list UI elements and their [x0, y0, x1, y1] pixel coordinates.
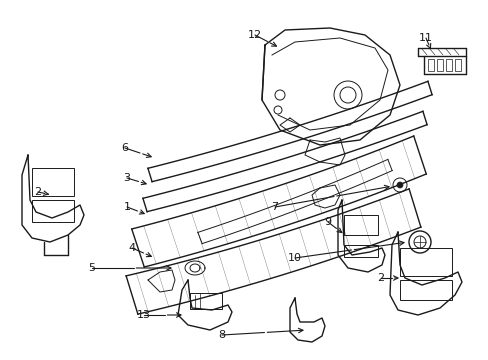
- Text: 9: 9: [324, 217, 331, 227]
- Text: 13: 13: [137, 310, 151, 320]
- Text: 7: 7: [271, 202, 278, 212]
- Bar: [343, 215, 377, 235]
- Bar: [445, 59, 451, 71]
- Text: 4: 4: [128, 243, 135, 253]
- Text: 6: 6: [121, 143, 128, 153]
- Bar: [32, 168, 74, 196]
- Text: 1: 1: [123, 202, 130, 212]
- Text: 3: 3: [123, 173, 130, 183]
- Text: 5: 5: [88, 263, 95, 273]
- Bar: [454, 59, 460, 71]
- Bar: [32, 200, 74, 222]
- Text: 2: 2: [34, 187, 41, 197]
- Circle shape: [396, 182, 402, 188]
- Text: 2: 2: [377, 273, 384, 283]
- Text: 11: 11: [418, 33, 432, 43]
- Bar: [399, 248, 451, 276]
- Bar: [399, 280, 451, 300]
- Bar: [190, 293, 222, 309]
- Text: 10: 10: [287, 253, 302, 263]
- Text: 8: 8: [218, 330, 225, 340]
- Text: 12: 12: [247, 30, 262, 40]
- Bar: [436, 59, 442, 71]
- Bar: [343, 245, 377, 257]
- Bar: [427, 59, 433, 71]
